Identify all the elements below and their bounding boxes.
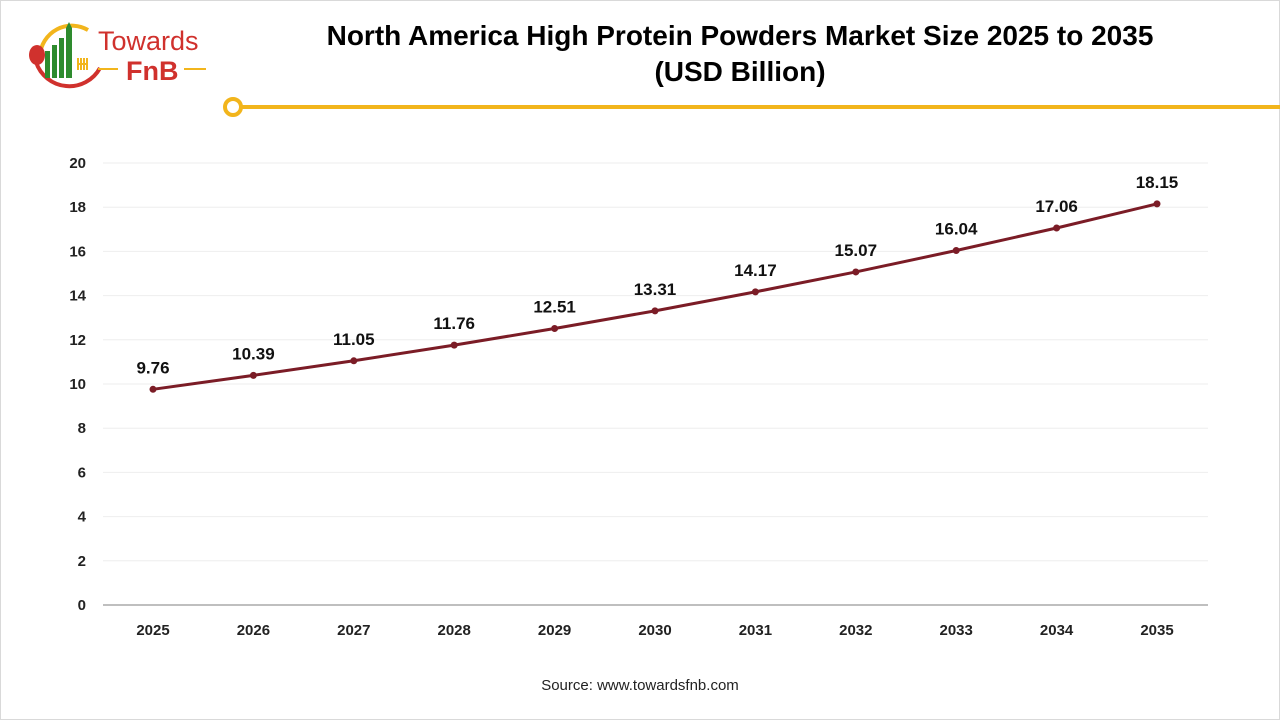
data-point: [651, 307, 659, 315]
x-tick-label: 2030: [638, 622, 671, 639]
y-tick-label: 2: [78, 553, 86, 570]
x-tick-label: 2028: [438, 622, 471, 639]
data-label: 15.07: [835, 241, 878, 260]
x-tick-label: 2025: [136, 622, 169, 639]
y-tick-label: 16: [69, 243, 86, 260]
title-line-1: North America High Protein Powders Marke…: [326, 20, 1154, 51]
y-tick-label: 14: [69, 288, 86, 305]
y-tick-label: 6: [78, 464, 86, 481]
logo-text-towards: Towards: [98, 26, 199, 56]
data-point: [852, 268, 860, 276]
data-point: [1153, 200, 1161, 208]
data-label: 12.51: [533, 298, 576, 317]
data-point: [952, 247, 960, 255]
x-tick-label: 2032: [839, 622, 872, 639]
data-point: [149, 385, 157, 393]
data-point: [450, 341, 458, 349]
logo: Towards FnB: [29, 22, 206, 89]
x-tick-label: 2027: [337, 622, 370, 639]
x-tick-label: 2035: [1140, 622, 1173, 639]
data-point: [249, 371, 257, 379]
data-label: 18.15: [1136, 173, 1179, 192]
data-label: 16.04: [935, 220, 978, 239]
logo-text-fnb: FnB: [126, 56, 178, 86]
data-point: [551, 325, 559, 333]
data-label: 11.05: [333, 330, 375, 349]
x-tick-label: 2033: [940, 622, 973, 639]
x-tick-label: 2026: [237, 622, 270, 639]
title-line-2: (USD Billion): [654, 56, 826, 87]
data-label: 14.17: [734, 261, 777, 280]
data-point: [751, 288, 759, 296]
data-label: 13.31: [634, 280, 677, 299]
data-label: 10.39: [232, 344, 275, 363]
y-tick-label: 8: [78, 420, 86, 437]
y-tick-label: 10: [69, 376, 86, 393]
y-tick-label: 4: [78, 509, 87, 526]
y-tick-label: 20: [69, 155, 86, 172]
y-tick-label: 0: [78, 597, 86, 614]
data-point: [1053, 224, 1061, 232]
chart-title: North America High Protein Powders Marke…: [240, 18, 1240, 90]
data-label: 17.06: [1035, 197, 1078, 216]
data-point: [350, 357, 358, 365]
x-tick-label: 2031: [739, 622, 772, 639]
source-note: Source: www.towardsfnb.com: [541, 677, 739, 694]
title-underline: [223, 97, 1280, 117]
data-label: 11.76: [433, 314, 475, 333]
y-tick-label: 18: [69, 199, 86, 216]
x-tick-label: 2029: [538, 622, 571, 639]
x-tick-label: 2034: [1040, 622, 1074, 639]
y-tick-label: 12: [69, 332, 86, 349]
data-label: 9.76: [136, 358, 169, 377]
